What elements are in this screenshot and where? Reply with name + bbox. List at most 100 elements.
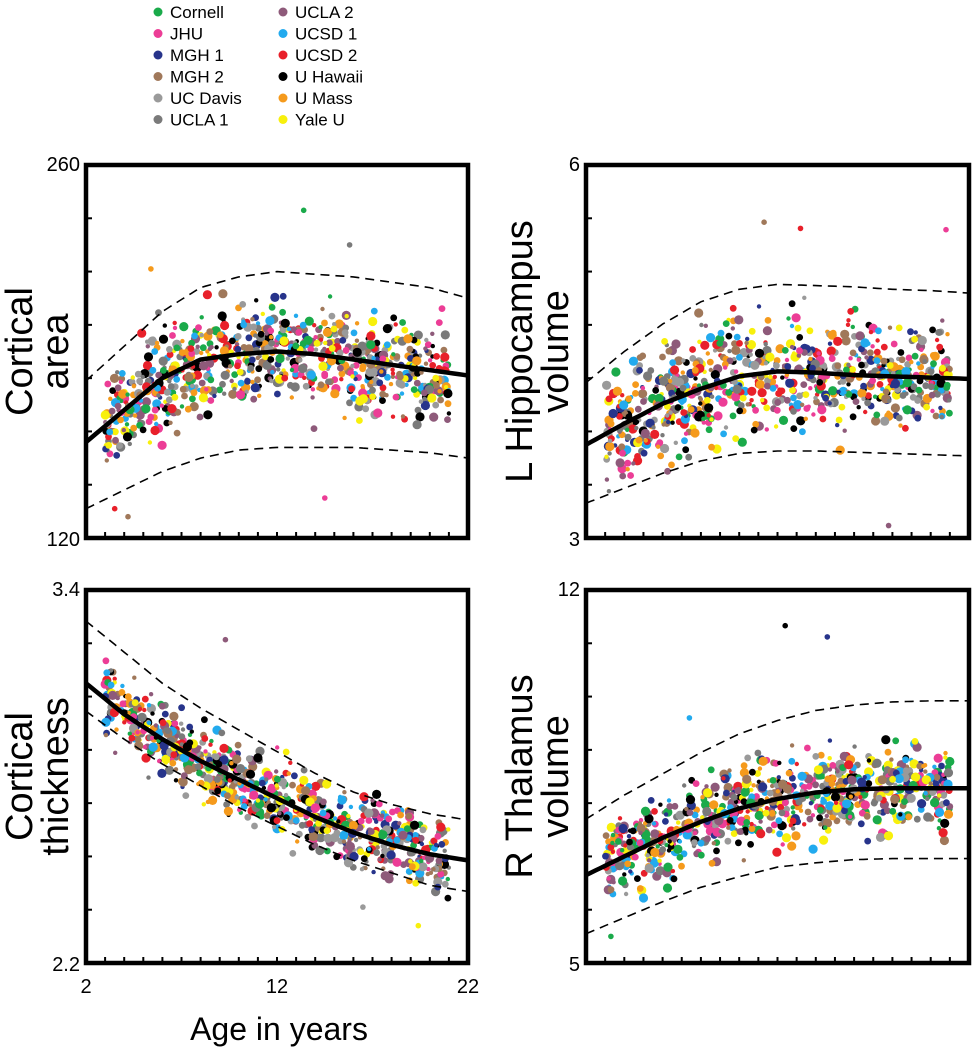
data-point: [889, 807, 897, 815]
data-point: [671, 802, 679, 810]
data-point: [424, 337, 429, 343]
data-point: [735, 839, 742, 847]
data-point: [750, 360, 760, 370]
data-point: [806, 327, 814, 335]
data-point: [863, 409, 868, 415]
data-point: [171, 393, 179, 401]
data-point: [745, 402, 750, 407]
upper-percentile-curve: [585, 700, 969, 820]
data-point: [762, 809, 770, 817]
data-point: [795, 798, 803, 806]
legend-item: UC Davis: [153, 89, 242, 108]
data-point: [275, 745, 280, 750]
data-point: [414, 406, 422, 414]
data-point: [829, 813, 836, 821]
data-point: [934, 337, 940, 343]
data-point: [319, 809, 327, 817]
outlier-point: [608, 933, 614, 940]
data-point: [444, 416, 451, 423]
data-point: [940, 318, 945, 323]
data-point: [346, 813, 351, 819]
median-curve: [84, 681, 469, 863]
data-point: [729, 304, 737, 312]
data-point: [446, 411, 452, 416]
data-point: [866, 758, 872, 763]
data-point: [704, 784, 709, 789]
data-point: [650, 847, 660, 858]
data-point: [122, 720, 127, 725]
data-point: [255, 355, 260, 361]
data-point: [665, 347, 673, 355]
data-point: [796, 353, 801, 358]
data-point: [827, 738, 833, 743]
data-point: [251, 822, 258, 830]
data-point: [208, 795, 218, 806]
data-point: [120, 683, 125, 689]
data-point: [244, 813, 252, 821]
data-point: [618, 823, 628, 834]
data-point: [800, 381, 808, 388]
data-point: [674, 404, 682, 411]
data-point: [829, 762, 837, 769]
data-point: [353, 837, 359, 843]
data-point: [229, 378, 234, 384]
data-point: [365, 817, 373, 824]
data-point: [433, 877, 443, 887]
legend-marker: [278, 50, 288, 60]
data-point: [632, 390, 639, 397]
data-point: [417, 834, 425, 842]
data-point: [812, 753, 820, 760]
data-point: [857, 777, 867, 787]
data-point: [832, 803, 842, 813]
data-point: [871, 416, 881, 426]
data-point: [189, 729, 194, 734]
data-point: [132, 675, 137, 680]
data-point: [391, 352, 396, 357]
data-point: [785, 378, 795, 388]
data-point: [902, 405, 912, 415]
data-point: [791, 313, 801, 323]
data-point: [302, 382, 310, 390]
data-point: [366, 331, 376, 341]
data-point: [856, 357, 861, 362]
data-point: [630, 845, 635, 850]
data-point: [334, 337, 341, 345]
data-point: [636, 839, 644, 847]
data-point: [248, 356, 256, 364]
data-point: [789, 774, 796, 782]
data-point: [781, 833, 792, 843]
data-point: [898, 356, 906, 364]
data-point: [864, 837, 872, 845]
data-point: [169, 332, 176, 339]
data-point: [619, 472, 627, 480]
data-point: [342, 790, 347, 795]
data-point: [791, 826, 796, 831]
data-point: [131, 699, 139, 707]
data-point: [264, 777, 269, 782]
data-point: [198, 379, 206, 387]
data-point: [165, 396, 173, 404]
data-point: [354, 321, 360, 326]
data-point: [638, 830, 643, 835]
data-point: [257, 393, 262, 398]
data-point: [624, 860, 632, 868]
data-point: [847, 308, 855, 315]
data-point: [790, 394, 797, 402]
data-point: [216, 386, 224, 394]
data-point: [179, 742, 184, 747]
data-point: [199, 350, 204, 356]
data-point: [697, 851, 705, 859]
data-point: [270, 292, 280, 302]
data-point: [857, 820, 865, 828]
data-point: [115, 695, 120, 701]
data-point: [690, 428, 700, 438]
data-point: [113, 452, 121, 459]
data-point: [797, 771, 807, 781]
data-point: [729, 412, 737, 420]
data-point: [718, 829, 723, 834]
data-point: [146, 720, 152, 725]
data-point: [737, 402, 745, 409]
data-point: [122, 432, 133, 442]
data-point: [625, 395, 633, 403]
data-point: [661, 338, 668, 345]
